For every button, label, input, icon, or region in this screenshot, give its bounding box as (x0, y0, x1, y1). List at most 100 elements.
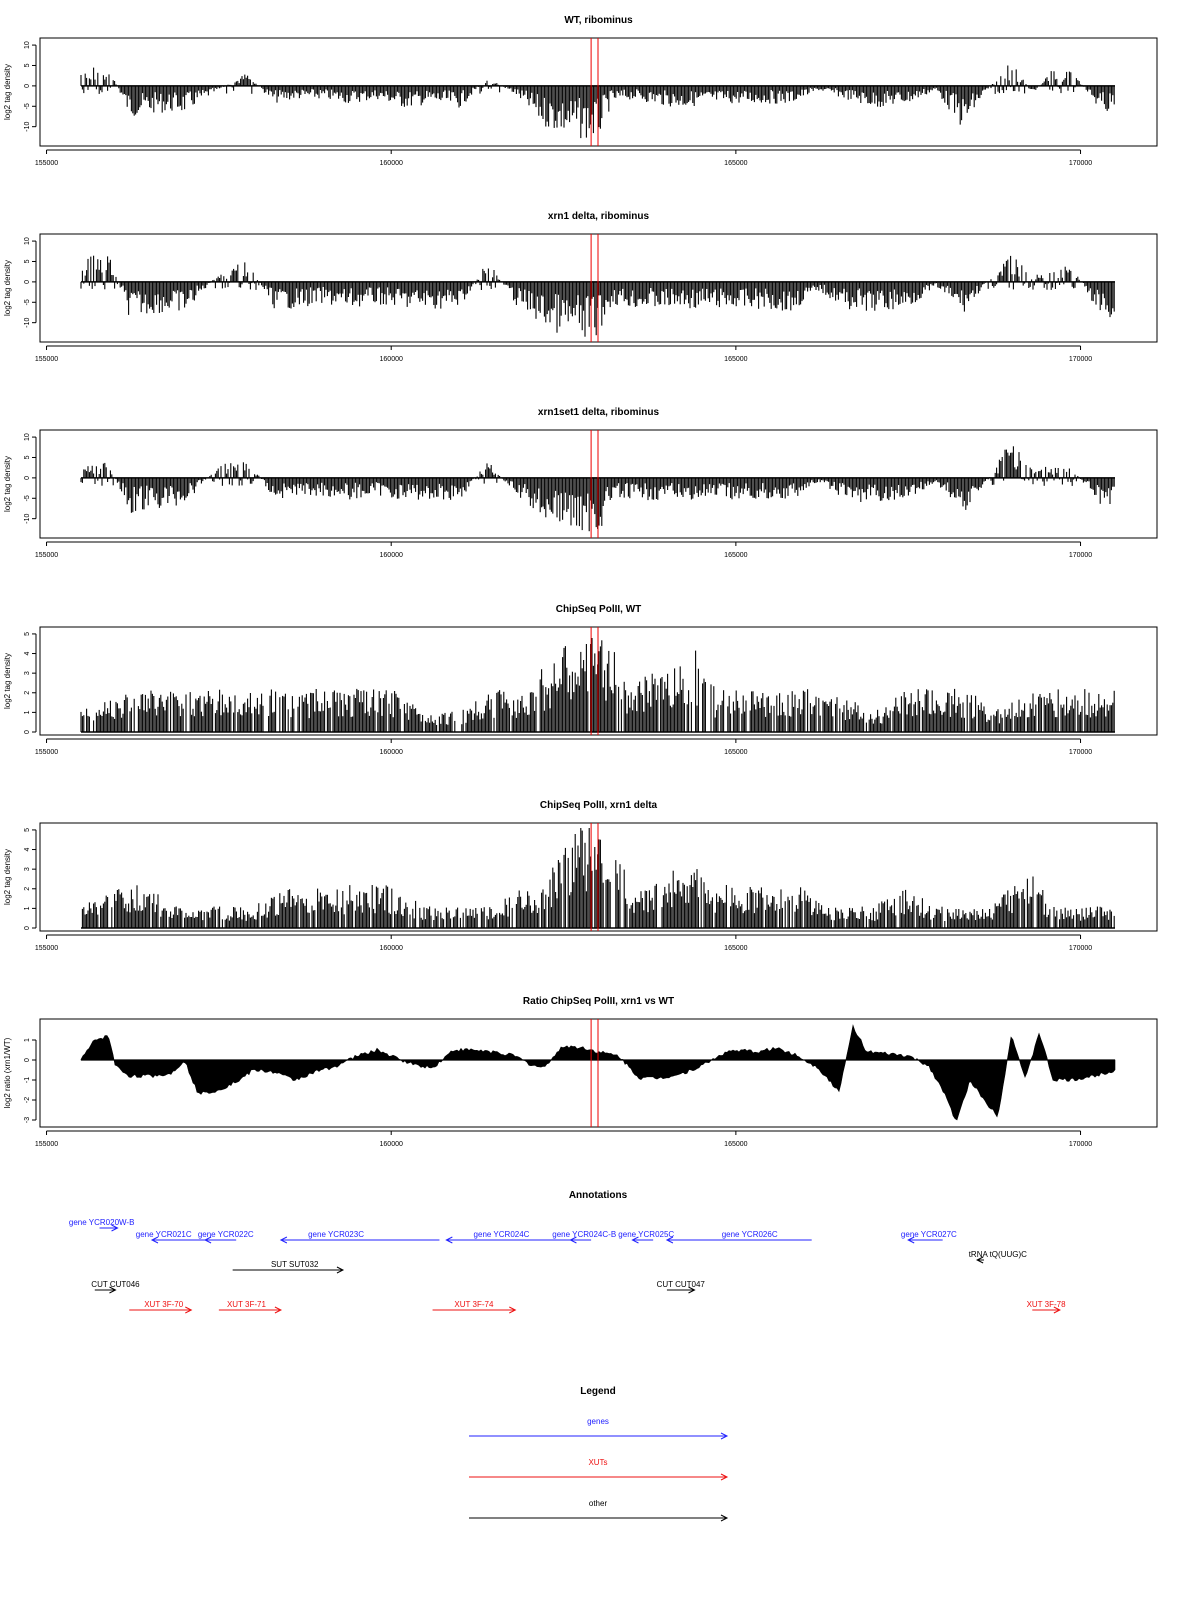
annotation-item: gene YCR024C (445, 1230, 578, 1244)
arrow-head (203, 1236, 212, 1244)
annotation-item: gene YCR026C (665, 1230, 812, 1244)
y-axis-label: log2 tag density (3, 260, 12, 316)
y-tick-label: -5 (24, 495, 31, 501)
x-tick-label: 160000 (380, 552, 403, 559)
y-tick-label: 10 (24, 41, 31, 49)
x-tick-label: 170000 (1069, 945, 1092, 952)
arrow-head (907, 1236, 915, 1244)
annotation-item: CUT CUT046 (91, 1280, 140, 1294)
chart-panel-1: WT, ribominus -10 -5 0 5 10 log2 tag density 15… (3, 15, 1158, 167)
annotation-label: XUT 3F-74 (454, 1300, 494, 1309)
x-tick-label: 170000 (1069, 160, 1092, 167)
x-tick-label: 165000 (724, 552, 747, 559)
y-tick-label: 1 (24, 1038, 31, 1042)
x-tick-label: 160000 (380, 945, 403, 952)
annotation-label: gene YCR021C (136, 1230, 192, 1239)
ratio-area (80, 1024, 1116, 1121)
chart-title: Ratio ChipSeq PolII, xrn1 vs WT (523, 996, 674, 1007)
x-tick-label: 160000 (380, 160, 403, 167)
arrow-head (1053, 1306, 1061, 1314)
x-tick-label: 165000 (724, 749, 747, 756)
x-tick-label: 155000 (35, 356, 58, 363)
legend-label: XUTs (588, 1458, 607, 1467)
legend-label: genes (587, 1417, 609, 1426)
y-tick-label: 3 (24, 867, 31, 871)
annotation-label: gene YCR026C (722, 1230, 778, 1239)
chart-title: xrn1set1 delta, ribominus (538, 407, 660, 418)
arrow-head (150, 1236, 159, 1244)
arrow-head (111, 1224, 119, 1232)
annotation-item: XUT 3F-71 (218, 1300, 283, 1314)
y-tick-label: 1 (24, 906, 31, 910)
y-tick-label: -10 (24, 514, 31, 524)
y-tick-label: -5 (24, 299, 31, 305)
chart-panel-4: ChipSeq PolII, WT 0 1 2 3 4 5 log2 tag density 1… (3, 604, 1158, 756)
annotation-item: gene YCR024C-B (552, 1230, 616, 1244)
legend-item-other: other (469, 1499, 729, 1522)
x-tick-label: 165000 (724, 1141, 747, 1148)
chart-panel-6: Ratio ChipSeq PolII, xrn1 vs WT -3 -2 -1 0 1 l… (3, 996, 1158, 1148)
y-tick-label: 0 (24, 476, 31, 480)
arrow-head (720, 1473, 729, 1481)
y-tick-label: 0 (24, 280, 31, 284)
y-tick-label: -1 (24, 1077, 31, 1083)
y-tick-label: 5 (24, 828, 31, 832)
annotation-label: gene YCR024C-B (552, 1230, 616, 1239)
annotation-item: gene YCR025C (618, 1230, 674, 1244)
y-tick-label: 0 (24, 730, 31, 734)
arrow-head (274, 1306, 283, 1314)
arrow-head (976, 1256, 984, 1264)
x-tick-label: 165000 (724, 356, 747, 363)
x-tick-label: 170000 (1069, 552, 1092, 559)
chart-title: xrn1 delta, ribominus (548, 211, 650, 222)
annotation-item: CUT CUT047 (657, 1280, 706, 1294)
x-tick-label: 165000 (724, 160, 747, 167)
chart-panel-2: xrn1 delta, ribominus -10 -5 0 5 10 log2 tag d… (3, 211, 1158, 363)
arrow-head (109, 1286, 117, 1294)
chart-panel-5: ChipSeq PolII, xrn1 delta 0 1 2 3 4 5 log2 tag … (3, 800, 1158, 952)
annotation-label: XUT 3F-70 (144, 1300, 184, 1309)
legend-item-genes: genes (469, 1417, 729, 1440)
annotation-item: gene YCR027C (901, 1230, 957, 1244)
y-tick-label: 4 (24, 847, 31, 851)
legend-item-xuts: XUTs (469, 1458, 729, 1481)
y-tick-label: 5 (24, 455, 31, 459)
y-tick-label: 4 (24, 651, 31, 655)
annotation-item: gene YCR020W-B (69, 1218, 135, 1232)
y-tick-label: -10 (24, 318, 31, 328)
x-tick-label: 155000 (35, 552, 58, 559)
y-axis-label: log2 tag density (3, 653, 12, 709)
arrow-head (631, 1236, 639, 1244)
annotation-label: XUT 3F-78 (1027, 1300, 1067, 1309)
annotation-label: CUT CUT047 (657, 1280, 706, 1289)
y-tick-label: 5 (24, 259, 31, 263)
y-tick-label: 10 (24, 433, 31, 441)
annotations-title: Annotations (569, 1190, 628, 1201)
arrow-head (720, 1432, 729, 1440)
arrow-head (720, 1514, 729, 1522)
x-tick-label: 155000 (35, 1141, 58, 1148)
annotation-label: gene YCR022C (198, 1230, 254, 1239)
y-axis-label: log2 tag density (3, 64, 12, 120)
x-tick-label: 155000 (35, 749, 58, 756)
arrow-head (336, 1266, 345, 1274)
annotation-item: SUT SUT032 (232, 1260, 345, 1274)
arrow-head (688, 1286, 696, 1294)
y-tick-label: 3 (24, 671, 31, 675)
annotation-label: gene YCR025C (618, 1230, 674, 1239)
arrow-head (445, 1236, 453, 1244)
annotation-label: tRNA tQ(UUG)C (969, 1250, 1027, 1259)
annotation-label: gene YCR020W-B (69, 1218, 135, 1227)
annotation-item: tRNA tQ(UUG)C (969, 1250, 1027, 1264)
y-tick-label: -2 (24, 1097, 31, 1103)
x-tick-label: 155000 (35, 945, 58, 952)
annotation-item: XUT 3F-74 (432, 1300, 517, 1314)
y-tick-label: 2 (24, 691, 31, 695)
y-tick-label: 0 (24, 84, 31, 88)
x-tick-label: 160000 (380, 1141, 403, 1148)
annotation-item: gene YCR023C (279, 1230, 440, 1244)
annotation-label: CUT CUT046 (91, 1280, 140, 1289)
y-tick-label: 5 (24, 63, 31, 67)
chart-title: ChipSeq PolII, xrn1 delta (540, 800, 658, 811)
legend-label: other (589, 1499, 608, 1508)
